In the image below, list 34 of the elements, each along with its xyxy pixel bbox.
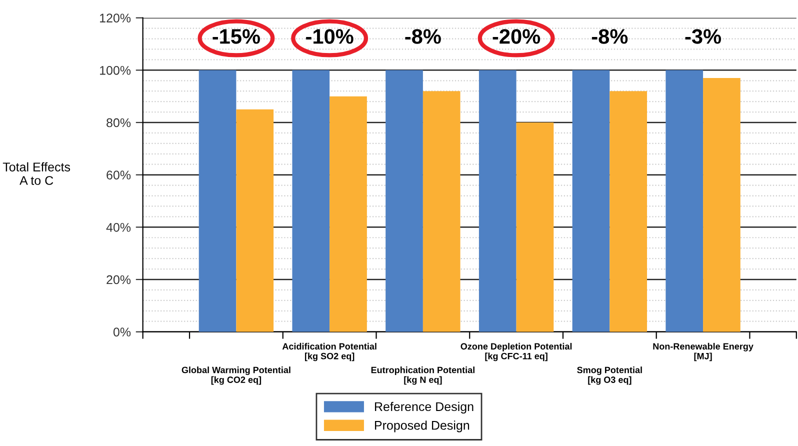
- annotation: -20%: [492, 29, 540, 44]
- x-tick-label: Eutrophication Potential [kg N eq]: [371, 366, 474, 385]
- annotation: -10%: [306, 29, 354, 44]
- bar: [198, 70, 236, 332]
- bar: [330, 96, 367, 332]
- bar: [292, 70, 330, 332]
- bar: [703, 78, 740, 332]
- bar: [236, 109, 274, 332]
- bar: [516, 122, 554, 332]
- annotation: -3%: [685, 29, 722, 44]
- y-tick-label: 40%: [106, 222, 131, 232]
- bar: [610, 91, 648, 332]
- y-tick-label: 80%: [106, 118, 131, 128]
- y-tick-label: 60%: [106, 170, 131, 180]
- bar: [666, 70, 704, 332]
- x-tick-label: Acidification Potential [kg SO2 eq]: [282, 342, 376, 362]
- legend-label: Proposed Design: [375, 420, 470, 432]
- x-tick-label: Ozone Depletion Potential [kg CFC-11 eq]: [460, 342, 572, 362]
- x-tick-label: Global Warming Potential [kg CO2 eq]: [182, 366, 290, 385]
- bar: [572, 70, 610, 332]
- bar: [422, 91, 460, 332]
- x-tick-label: Non-Renewable Energy [MJ]: [653, 342, 754, 362]
- y-axis-title: Total Effects A to C: [2, 162, 70, 185]
- annotation: -15%: [212, 29, 260, 44]
- legend-label: Reference Design: [375, 402, 474, 414]
- y-tick-label: 0%: [113, 328, 131, 336]
- y-tick-label: 100%: [100, 66, 131, 75]
- bar: [478, 70, 516, 332]
- bar: [386, 70, 423, 332]
- y-tick-label: 120%: [100, 14, 131, 22]
- annotation: -8%: [405, 29, 441, 44]
- y-tick-label: 20%: [106, 275, 131, 284]
- annotation: -8%: [592, 29, 628, 44]
- x-tick-label: Smog Potential [kg O3 eq]: [577, 366, 642, 385]
